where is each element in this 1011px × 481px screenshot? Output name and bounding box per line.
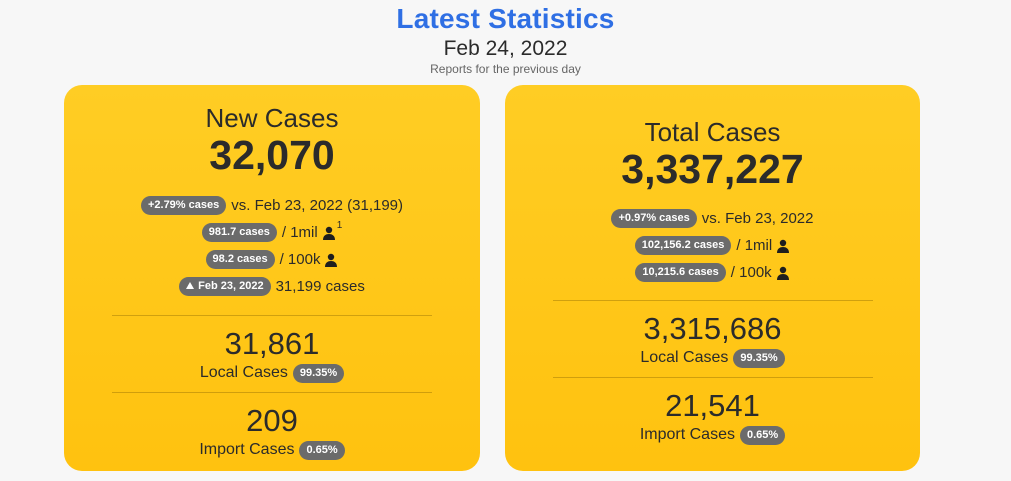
new-cases-import-value: 209 — [246, 403, 298, 438]
total-cases-card: Total Cases 3,337,227 +0.97% cases vs. F… — [505, 85, 920, 471]
new-cases-card: New Cases 32,070 +2.79% cases vs. Feb 23… — [64, 85, 480, 471]
new-cases-local-label-row: Local Cases 99.35% — [64, 362, 480, 384]
total-cases-change-pill: +0.97% cases — [611, 209, 697, 228]
divider — [112, 315, 432, 316]
new-cases-local-pill: 99.35% — [292, 363, 345, 383]
new-cases-per-100k-pill: 98.2 cases — [205, 250, 275, 269]
total-cases-per-mil-pill: 102,156.2 cases — [634, 236, 732, 255]
new-cases-per-100k-text: / 100k — [279, 251, 321, 268]
new-cases-previous-row: Feb 23, 2022 31,199 cases — [64, 273, 480, 300]
divider — [552, 300, 873, 301]
new-cases-per-mil-text: / 1mil — [281, 224, 318, 241]
new-cases-local-label: Local Cases — [199, 364, 288, 381]
new-cases-per-mil-pill: 981.7 cases — [201, 223, 277, 242]
total-cases-local-label-row: Local Cases 99.35% — [505, 347, 920, 369]
new-cases-import-label-row: Import Cases 0.65% — [64, 439, 480, 461]
total-cases-per-100k-text: / 100k — [730, 264, 772, 281]
total-cases-import-value: 21,541 — [665, 388, 760, 423]
new-cases-per-100k-row: 98.2 cases / 100k — [64, 246, 480, 273]
total-cases-per-mil-row: 102,156.2 cases / 1mil — [505, 232, 920, 259]
total-cases-per-mil-text: / 1mil — [736, 237, 773, 254]
page-title: Latest Statistics — [396, 3, 615, 34]
divider — [552, 377, 873, 378]
total-cases-import-pill: 0.65% — [739, 425, 786, 445]
person-icon — [324, 253, 338, 267]
total-cases-local-label: Local Cases — [640, 349, 729, 366]
report-date: Feb 24, 2022 — [443, 37, 568, 60]
new-cases-previous-pill: Feb 23, 2022 — [179, 277, 271, 296]
new-cases-import-section: 209 Import Cases 0.65% — [64, 393, 480, 461]
new-cases-previous-text: 31,199 cases — [275, 278, 365, 295]
total-cases-per-100k-pill: 10,215.6 cases — [635, 263, 726, 282]
total-cases-per-100k-row: 10,215.6 cases / 100k — [505, 259, 920, 286]
new-cases-title: New Cases — [205, 103, 339, 133]
new-cases-local-value: 31,861 — [224, 326, 320, 361]
total-cases-import-section: 21,541 Import Cases 0.65% — [505, 378, 920, 446]
report-subtitle: Reports for the previous day — [430, 62, 581, 76]
person-icon — [776, 266, 790, 280]
new-cases-per-mil-row: 981.7 cases / 1mil 1 — [64, 219, 480, 246]
new-cases-change-row: +2.79% cases vs. Feb 23, 2022 (31,199) — [64, 192, 480, 219]
total-cases-import-label: Import Cases — [639, 426, 735, 443]
person-icon — [776, 239, 790, 253]
total-cases-value: 3,337,227 — [621, 146, 804, 192]
new-cases-stats: +2.79% cases vs. Feb 23, 2022 (31,199) 9… — [64, 192, 480, 300]
triangle-up-icon — [186, 282, 195, 289]
total-cases-local-section: 3,315,686 Local Cases 99.35% — [505, 301, 920, 369]
total-cases-change-row: +0.97% cases vs. Feb 23, 2022 — [505, 205, 920, 232]
person-icon — [322, 226, 336, 240]
total-cases-local-value: 3,315,686 — [643, 311, 782, 346]
total-cases-change-text: vs. Feb 23, 2022 — [701, 210, 814, 227]
new-cases-value: 32,070 — [209, 132, 335, 178]
new-cases-import-pill: 0.65% — [299, 440, 345, 460]
total-cases-import-label-row: Import Cases 0.65% — [505, 424, 920, 446]
total-cases-stats: +0.97% cases vs. Feb 23, 2022 102,156.2 … — [505, 205, 920, 286]
previous-date: Feb 23, 2022 — [198, 280, 264, 292]
header: Latest Statistics Feb 24, 2022 Reports f… — [0, 0, 1011, 76]
total-cases-local-pill: 99.35% — [733, 348, 785, 368]
total-cases-title: Total Cases — [644, 117, 781, 147]
new-cases-change-text: vs. Feb 23, 2022 (31,199) — [231, 197, 404, 214]
new-cases-local-section: 31,861 Local Cases 99.35% — [64, 316, 480, 384]
footnote-marker: 1 — [336, 220, 343, 231]
new-cases-change-pill: +2.79% cases — [140, 196, 227, 215]
new-cases-import-label: Import Cases — [199, 441, 295, 458]
divider — [112, 392, 432, 393]
